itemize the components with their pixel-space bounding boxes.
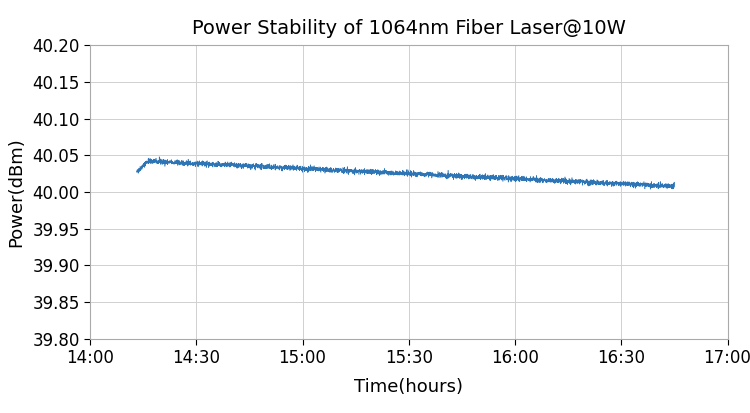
Y-axis label: Power(dBm): Power(dBm)	[8, 137, 26, 247]
X-axis label: Time(hours): Time(hours)	[354, 378, 464, 396]
Title: Power Stability of 1064nm Fiber Laser@10W: Power Stability of 1064nm Fiber Laser@10…	[192, 19, 626, 38]
